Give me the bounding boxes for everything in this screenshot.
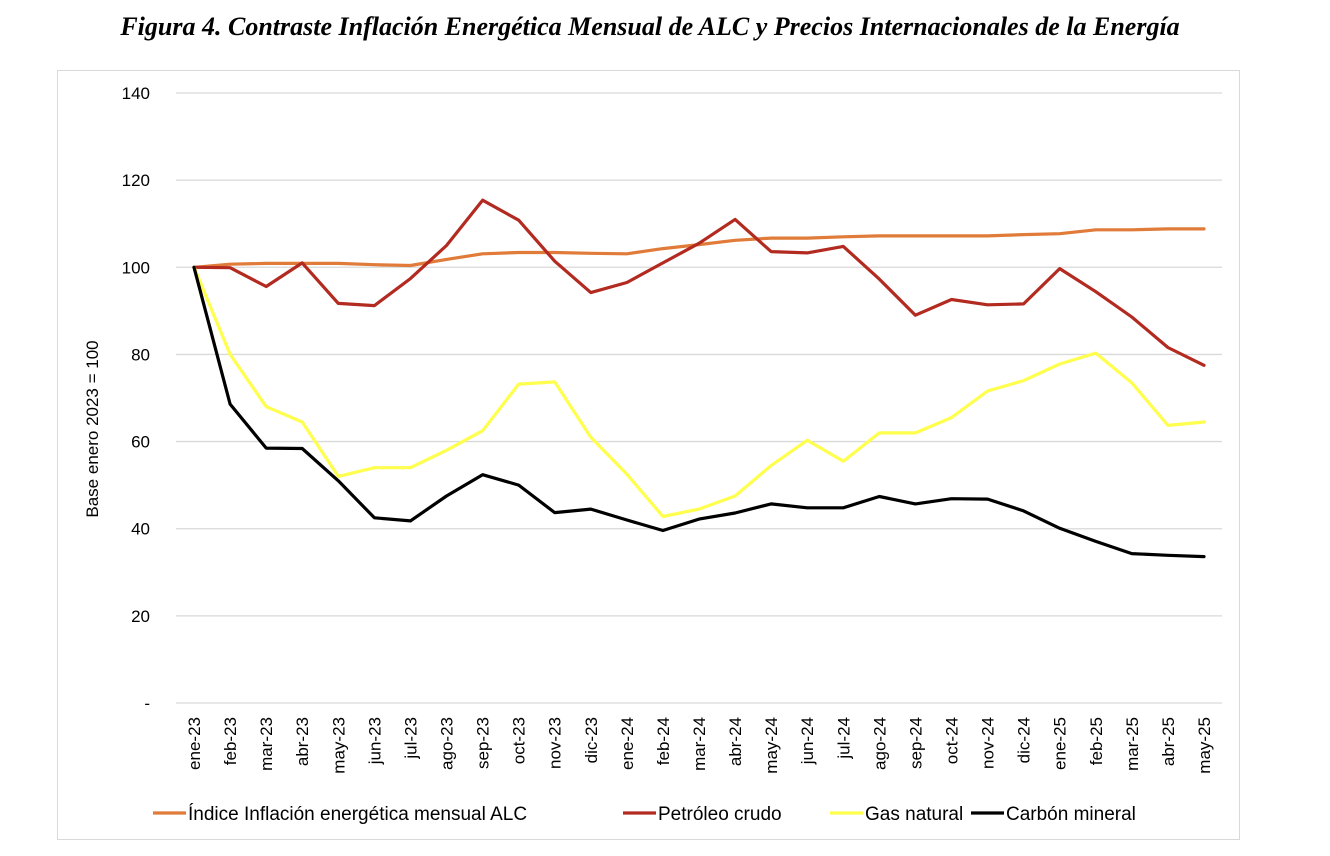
y-tick-label: 60 (131, 433, 150, 452)
chart-area: - 20 40 60 80 100 120 140 ene-23 feb-23 mar-23 abr… (57, 70, 1240, 840)
legend-label-1: Petróleo crudo (658, 804, 782, 825)
x-tick-label: abr-25 (1159, 717, 1178, 766)
x-tick-label: ene-24 (618, 717, 637, 770)
x-axis-ticks: ene-23 feb-23 mar-23 abr-23 may-23 jun-23 jul-… (185, 717, 1214, 774)
y-tick-label: 40 (131, 520, 150, 539)
x-tick-label: oct-23 (510, 717, 529, 764)
series-lines (192, 198, 1206, 559)
x-tick-label: jul-23 (401, 717, 420, 760)
gridlines (176, 92, 1222, 704)
x-tick-label: sep-24 (906, 717, 925, 769)
x-tick-label: oct-24 (942, 717, 961, 764)
x-tick-label: sep-23 (474, 717, 493, 769)
series-line-3 (192, 265, 1206, 559)
x-tick-label: may-23 (329, 717, 348, 774)
y-tick-label: - (144, 694, 150, 713)
x-tick-label: nov-23 (546, 717, 565, 769)
y-tick-label: 100 (122, 258, 150, 277)
x-tick-label: abr-24 (726, 717, 745, 766)
y-tick-label: 140 (122, 84, 150, 103)
legend: Índice Inflación energética mensual ALC P… (153, 804, 1136, 825)
series-line-0 (192, 227, 1206, 269)
figure-title: Figura 4. Contraste Inflación Energética… (120, 12, 1180, 41)
y-tick-label: 20 (131, 607, 150, 626)
x-tick-label: mar-25 (1123, 717, 1142, 771)
x-tick-label: may-25 (1195, 717, 1214, 774)
x-tick-label: dic-24 (1015, 717, 1034, 763)
x-tick-label: jul-24 (834, 717, 853, 760)
x-tick-label: jun-23 (365, 717, 384, 765)
x-tick-label: ene-23 (185, 717, 204, 770)
legend-label-2: Gas natural (865, 804, 963, 825)
x-tick-label: dic-23 (582, 717, 601, 763)
x-tick-label: feb-25 (1087, 717, 1106, 765)
legend-label-0: Índice Inflación energética mensual ALC (188, 804, 527, 825)
line-chart: - 20 40 60 80 100 120 140 ene-23 feb-23 mar-23 abr… (83, 84, 1222, 825)
y-axis-ticks: - 20 40 60 80 100 120 140 (122, 84, 150, 713)
y-axis-label: Base enero 2023 = 100 (83, 340, 102, 517)
x-tick-label: mar-24 (690, 717, 709, 771)
legend-label-3: Carbón mineral (1006, 804, 1136, 825)
x-tick-label: feb-24 (654, 717, 673, 765)
y-tick-label: 80 (131, 345, 150, 364)
x-tick-label: ago-24 (870, 717, 889, 770)
x-tick-label: nov-24 (979, 717, 998, 769)
x-tick-label: jun-24 (798, 717, 817, 765)
x-tick-label: ago-23 (438, 717, 457, 770)
series-line-1 (192, 198, 1206, 367)
y-tick-label: 120 (122, 171, 150, 190)
series-line-2 (192, 265, 1206, 519)
x-tick-label: may-24 (762, 717, 781, 774)
x-tick-label: feb-23 (221, 717, 240, 765)
x-tick-label: abr-23 (293, 717, 312, 766)
x-tick-label: mar-23 (257, 717, 276, 771)
x-tick-label: ene-25 (1051, 717, 1070, 770)
